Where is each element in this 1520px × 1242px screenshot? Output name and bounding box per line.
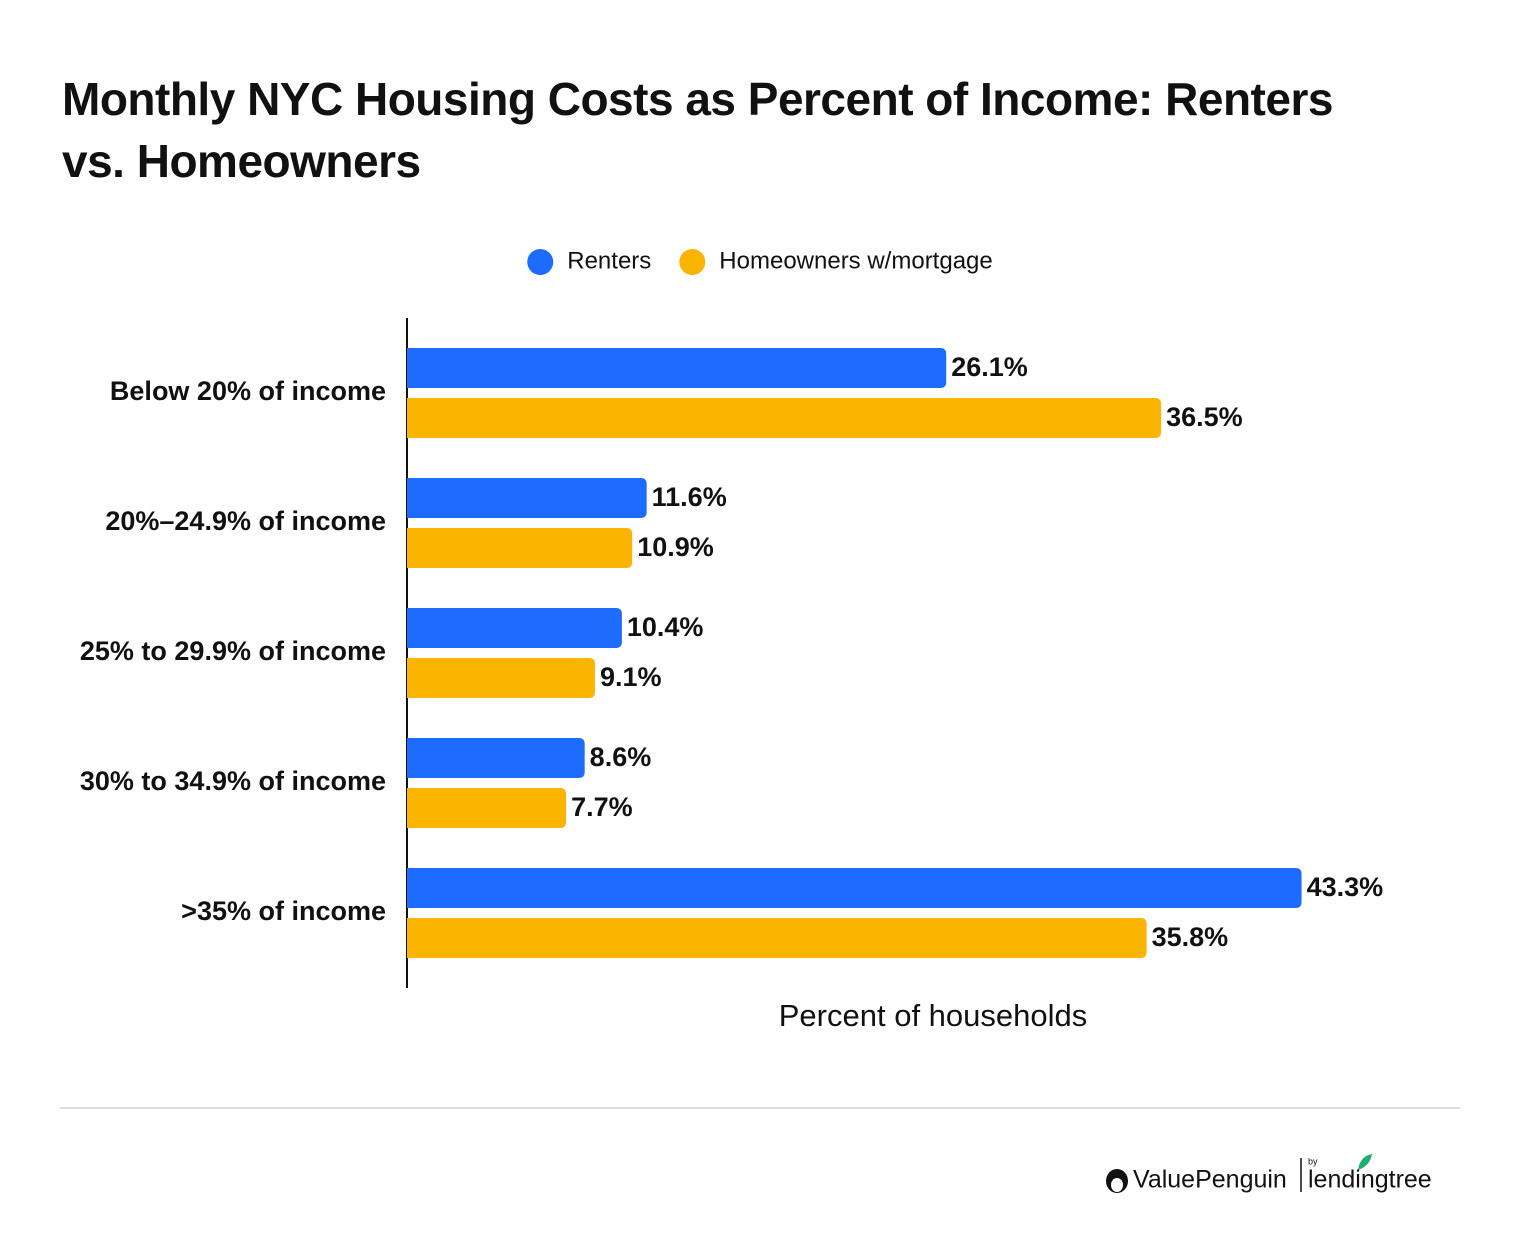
data-label: 11.6% — [652, 482, 727, 512]
y-tick-label: 20%–24.9% of income — [105, 506, 386, 536]
data-label: 9.1% — [600, 662, 662, 692]
brand: ValuePenguin — [1133, 1166, 1287, 1194]
x-axis-label: Percent of households — [779, 998, 1088, 1033]
bar — [407, 788, 567, 828]
legend-label: Homeowners w/mortgage — [719, 247, 992, 274]
bar — [407, 348, 947, 388]
bar — [407, 658, 596, 698]
partner: lendingtree — [1308, 1166, 1432, 1194]
data-label: 36.5% — [1166, 402, 1243, 432]
legend-marker — [679, 249, 706, 275]
chart-title: Monthly NYC Housing Costs as Percent of … — [62, 73, 1333, 187]
bar — [407, 528, 633, 568]
data-label: 7.7% — [571, 792, 633, 822]
bar — [407, 478, 647, 518]
bar — [407, 608, 622, 648]
data-label: 35.8% — [1152, 922, 1229, 952]
data-label: 43.3% — [1307, 872, 1384, 902]
legend-label: Renters — [567, 247, 651, 274]
bar — [407, 918, 1147, 958]
bar — [407, 398, 1162, 438]
logo: ValuePenguin by lendingtree — [1106, 1154, 1432, 1194]
data-label: 26.1% — [951, 352, 1028, 382]
by-label: by — [1308, 1156, 1318, 1166]
bar — [407, 868, 1302, 908]
y-tick-label: 30% to 34.9% of income — [80, 766, 386, 796]
legend-marker — [527, 249, 554, 275]
data-label: 8.6% — [590, 742, 652, 772]
leaf-icon — [1358, 1154, 1372, 1170]
y-tick-label: 25% to 29.9% of income — [80, 636, 386, 666]
data-label: 10.4% — [627, 612, 704, 642]
y-tick-label: >35% of income — [181, 896, 386, 926]
bar — [407, 738, 585, 778]
data-label: 10.9% — [637, 532, 714, 562]
y-tick-label: Below 20% of income — [110, 376, 386, 406]
logo-icon — [1111, 1178, 1123, 1192]
